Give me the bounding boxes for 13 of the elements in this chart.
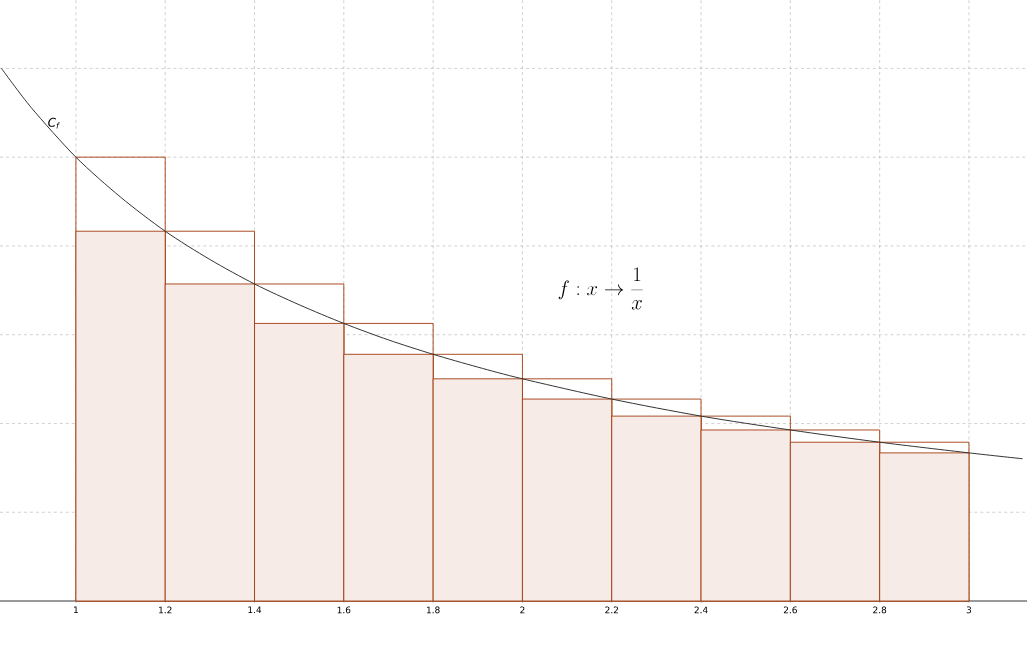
annotation: C$_{f}$ (48, 117, 60, 129)
x-tick-label: 2.8 (873, 606, 887, 614)
x-tick-label: 2.6 (783, 606, 797, 614)
x-tick-label: 1 (74, 606, 78, 614)
x-tick-label: 1.2 (159, 606, 172, 614)
x-tick-label: 3 (966, 606, 972, 614)
x-tick-label: 2.4 (694, 606, 708, 614)
x-tick-label: 1.8 (426, 606, 440, 614)
x-tick-label: 1.6 (337, 606, 351, 614)
x-tick-label: 1.4 (248, 606, 262, 614)
annotation: $f : x \to \frac{1}{x}$ (558, 267, 643, 310)
x-tick-label: 2 (520, 606, 525, 614)
x-tick-label: 2.2 (605, 606, 618, 614)
